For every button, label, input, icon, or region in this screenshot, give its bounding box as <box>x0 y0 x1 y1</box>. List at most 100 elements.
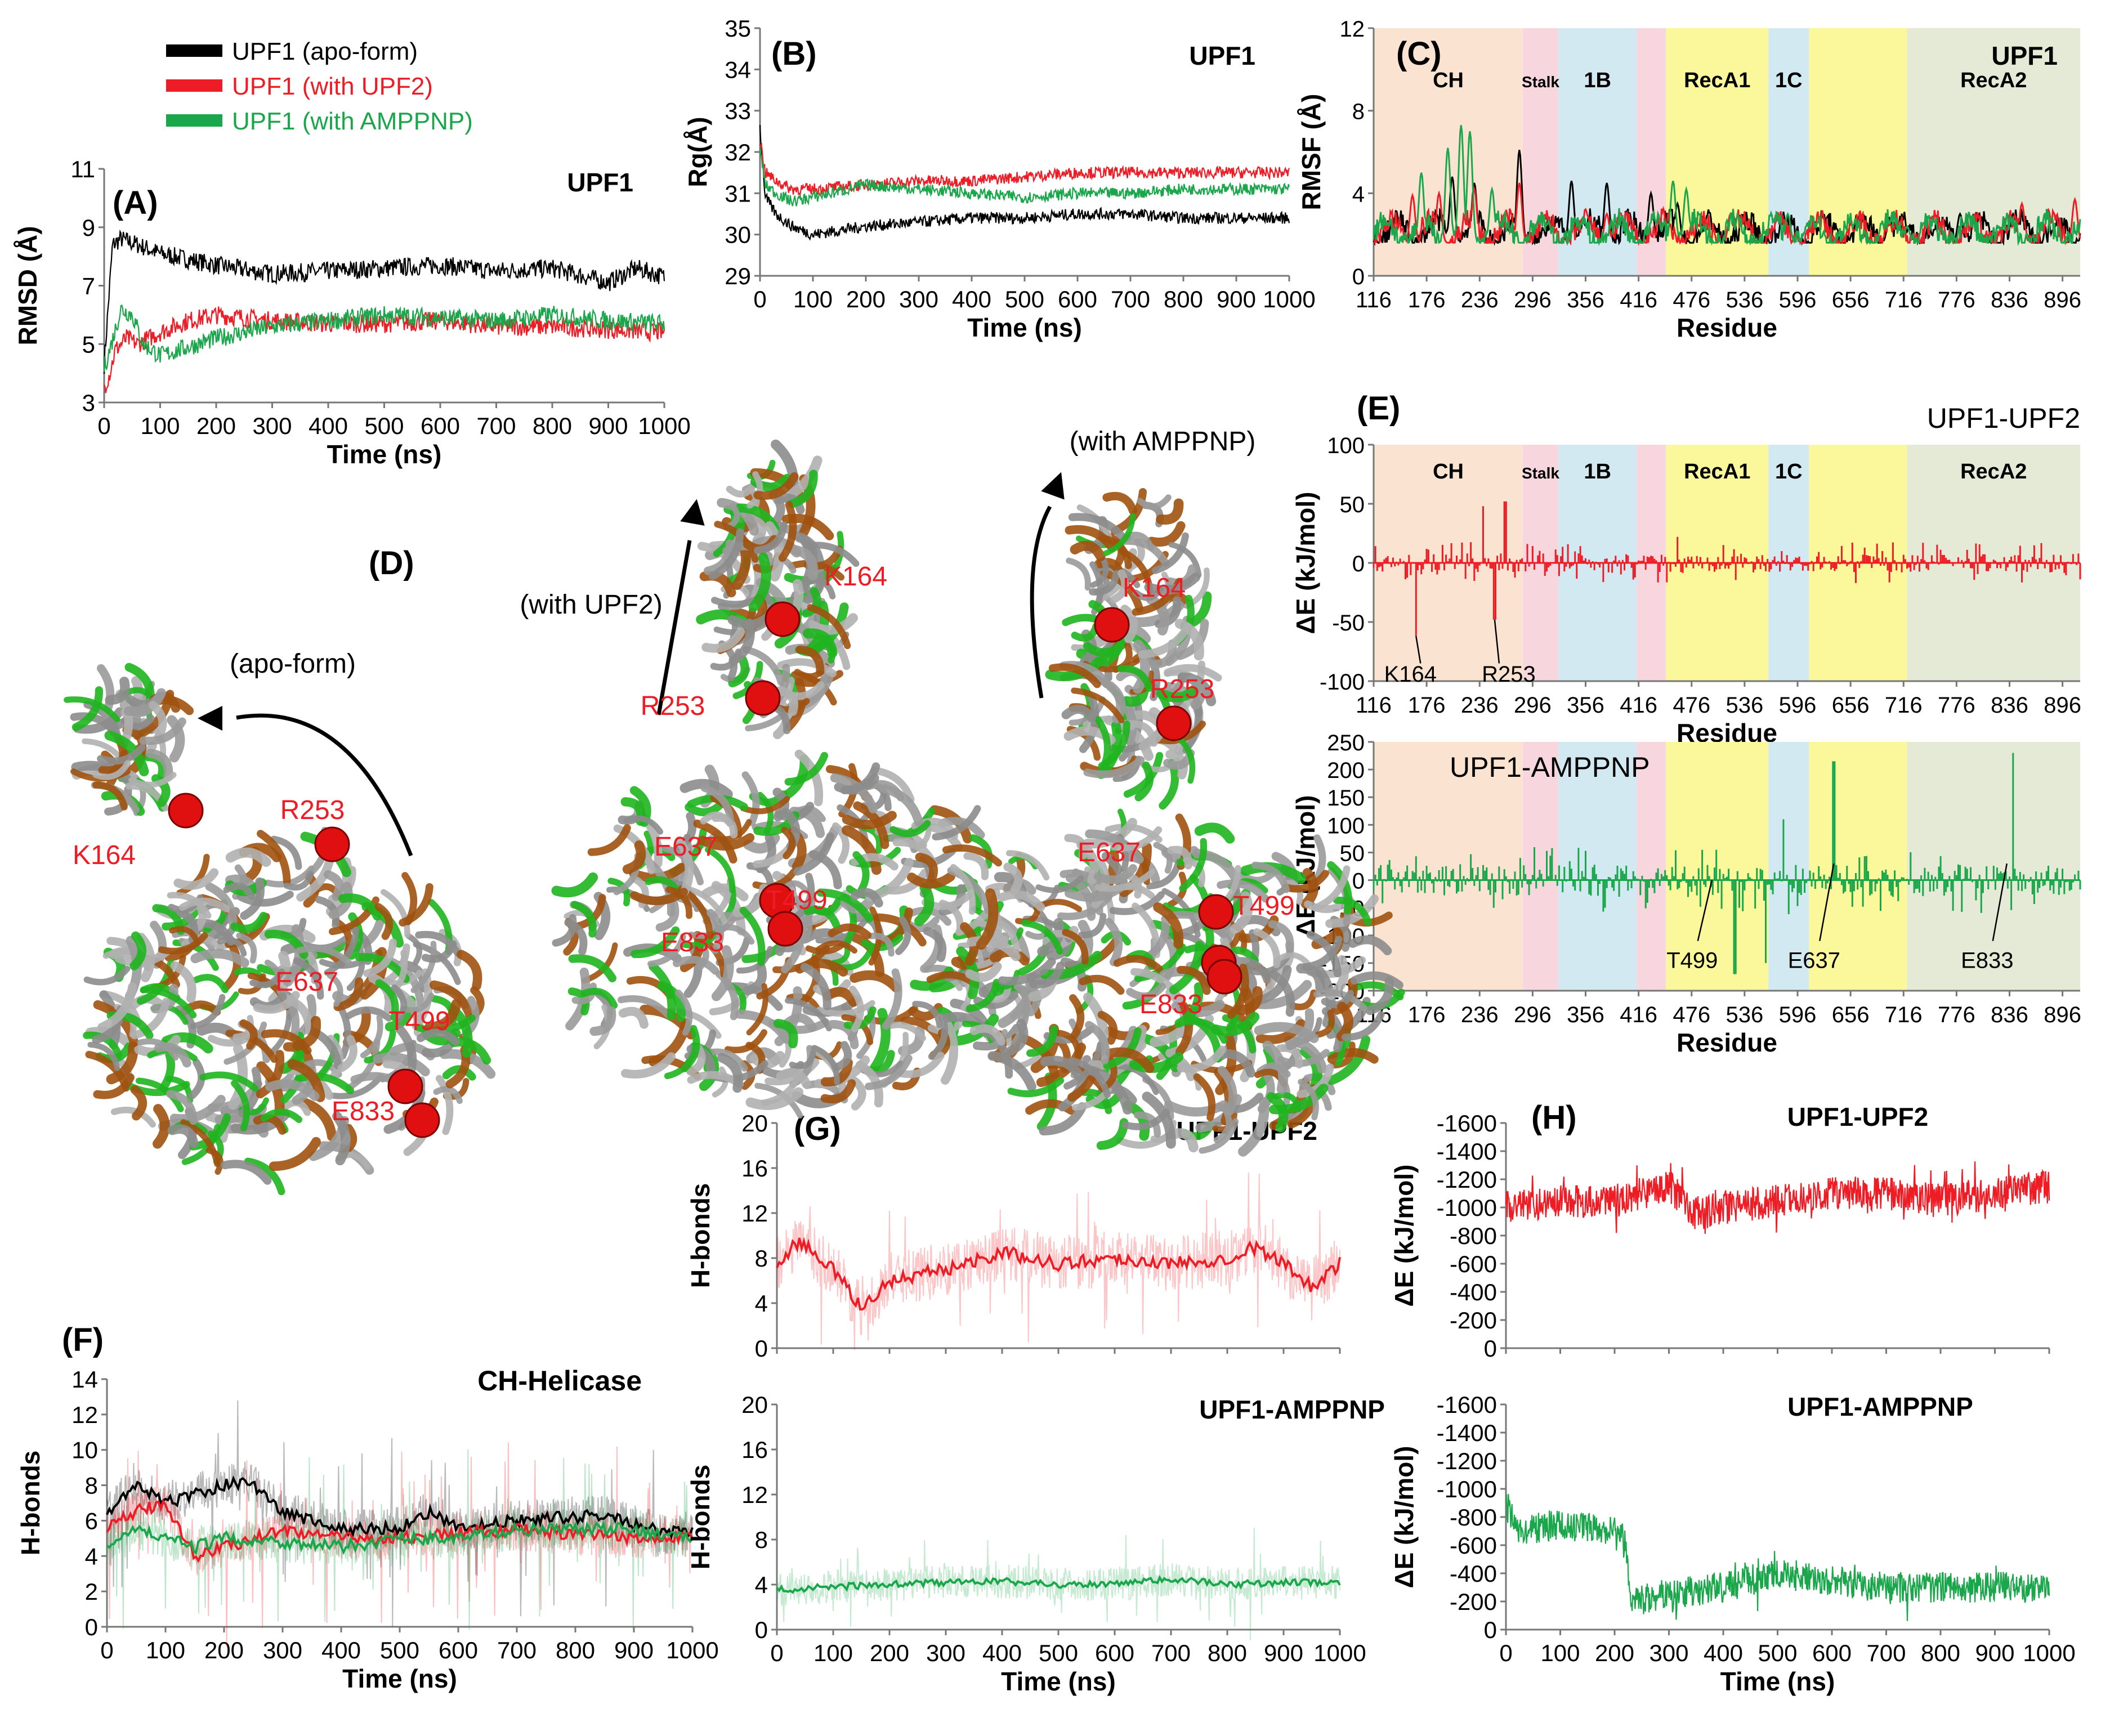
series-line-1 <box>759 142 1290 196</box>
protein-ribbon <box>131 997 170 1040</box>
x-tick-label: 700 <box>476 413 516 439</box>
protein-ribbon <box>942 844 1002 867</box>
residue-label: R253 <box>1150 674 1215 704</box>
raw-series <box>776 1172 1340 1350</box>
y-tick-label: 200 <box>1327 758 1365 783</box>
protein-ribbon <box>169 926 200 946</box>
protein-ribbon <box>741 771 760 826</box>
y-tick-label: -800 <box>1450 1504 1497 1531</box>
protein-ribbon <box>1071 687 1125 723</box>
y-tick-label: -200 <box>1450 1307 1497 1334</box>
protein-ribbon <box>631 926 680 959</box>
protein-ribbon <box>345 1039 381 1091</box>
x-tick-label: 200 <box>196 413 236 439</box>
protein-ribbon <box>1102 491 1137 515</box>
region-label: 1C <box>1775 69 1803 92</box>
protein-ribbon <box>1085 829 1144 864</box>
y-tick-label: -1600 <box>1437 1110 1497 1137</box>
protein-ribbon <box>1365 976 1394 1015</box>
protein-ribbon <box>849 985 864 1032</box>
x-tick-label: 600 <box>439 1637 478 1663</box>
protein-ribbon <box>861 934 904 951</box>
protein-ribbon <box>169 1094 226 1124</box>
residue-sphere <box>1156 705 1192 741</box>
region-band <box>1809 28 1907 276</box>
protein-ribbon <box>1110 826 1163 852</box>
protein-ribbon <box>630 888 688 905</box>
x-tick-label: 536 <box>1726 1003 1764 1027</box>
x-tick-label: 400 <box>952 286 991 312</box>
protein-ribbon <box>205 1147 223 1175</box>
protein-ribbon <box>976 888 999 950</box>
protein-ribbon <box>1083 756 1145 778</box>
protein-ribbon <box>777 658 837 678</box>
y-tick-label: 3 <box>82 390 95 416</box>
protein-ribbon <box>776 1068 811 1089</box>
protein-ribbon <box>1300 1046 1322 1091</box>
residue-sphere <box>387 1068 423 1104</box>
protein-ribbon <box>345 1006 392 1022</box>
raw-series-2 <box>106 1449 693 1630</box>
residue-label: E833 <box>1139 990 1203 1019</box>
protein-ribbon <box>816 888 874 923</box>
axes-F: 0 2 4 6 8 10 12 14 0 100 200 300 400 500 600 700 800 900 1… <box>16 1366 719 1693</box>
residue-label: E637 <box>275 967 338 997</box>
protein-ribbon <box>1036 1043 1087 1088</box>
region-band <box>1558 742 1637 991</box>
y-tick-label: 8 <box>1352 100 1365 124</box>
x-tick-label: 600 <box>1058 286 1097 312</box>
protein-ribbon <box>1068 513 1128 542</box>
protein-ribbon <box>1120 605 1138 643</box>
y-tick-label: 50 <box>1340 841 1365 866</box>
residue-label: K164 <box>73 840 136 870</box>
protein-ribbon <box>1302 936 1343 971</box>
region-label: RecA1 <box>1684 460 1750 484</box>
region-label: CH <box>1433 69 1464 92</box>
protein-ribbon <box>816 1000 875 1017</box>
x-tick-label: 1000 <box>1263 286 1315 312</box>
protein-ribbon <box>261 1108 303 1124</box>
x-tick-label: 900 <box>1217 286 1256 312</box>
y-axis-label: H-bonds <box>16 1451 45 1556</box>
x-tick-label: 176 <box>1408 1003 1446 1027</box>
y-tick-label: 11 <box>70 156 95 182</box>
x-tick-label: 656 <box>1832 693 1870 718</box>
protein-ribbon <box>1277 1049 1330 1067</box>
panel-b-title: UPF1 <box>1189 41 1255 70</box>
protein-ribbon <box>1156 681 1203 703</box>
x-tick-label: 176 <box>1408 693 1446 718</box>
protein-ribbon <box>429 980 475 1022</box>
protein-ribbon <box>564 919 588 956</box>
y-axis-label: ΔE (kJ/mol) <box>1291 492 1320 634</box>
protein-ribbon <box>1327 1035 1371 1085</box>
protein-ribbon <box>674 836 694 896</box>
y-tick-label: 0 <box>1352 869 1365 894</box>
y-axis-label: ΔE (kJ/mol) <box>1291 795 1320 938</box>
x-axis-label: Time (ns) <box>1720 1667 1835 1696</box>
x-tick-label: 500 <box>1005 286 1044 312</box>
y-tick-label: 0 <box>755 1617 768 1643</box>
x-axis-label: Time (ns) <box>327 440 442 469</box>
protein-ribbon <box>895 916 911 955</box>
y-tick-label: 50 <box>1340 493 1365 517</box>
series-line-2 <box>759 146 1290 207</box>
protein-ribbon <box>1333 896 1372 926</box>
protein-ribbon <box>967 936 1021 961</box>
protein-ribbon <box>333 977 364 1012</box>
annotation-arrow <box>1494 619 1500 664</box>
protein-ribbon <box>1116 1063 1159 1095</box>
x-tick-label: 800 <box>556 1637 595 1663</box>
protein-ribbon <box>1168 1128 1199 1153</box>
protein-ribbon <box>264 865 315 888</box>
protein-ribbon <box>1040 1055 1085 1082</box>
panel-h-letter: (H) <box>1531 1099 1577 1136</box>
protein-ribbon <box>1177 965 1211 995</box>
protein-ribbon <box>868 932 895 957</box>
protein-ribbon <box>104 730 149 777</box>
protein-ribbon <box>270 835 302 870</box>
protein-ribbon <box>821 531 844 586</box>
protein-ribbon <box>1276 1044 1303 1069</box>
protein-ribbon <box>687 886 730 930</box>
raw-series <box>776 1528 1340 1641</box>
y-tick-label: 29 <box>725 263 751 289</box>
